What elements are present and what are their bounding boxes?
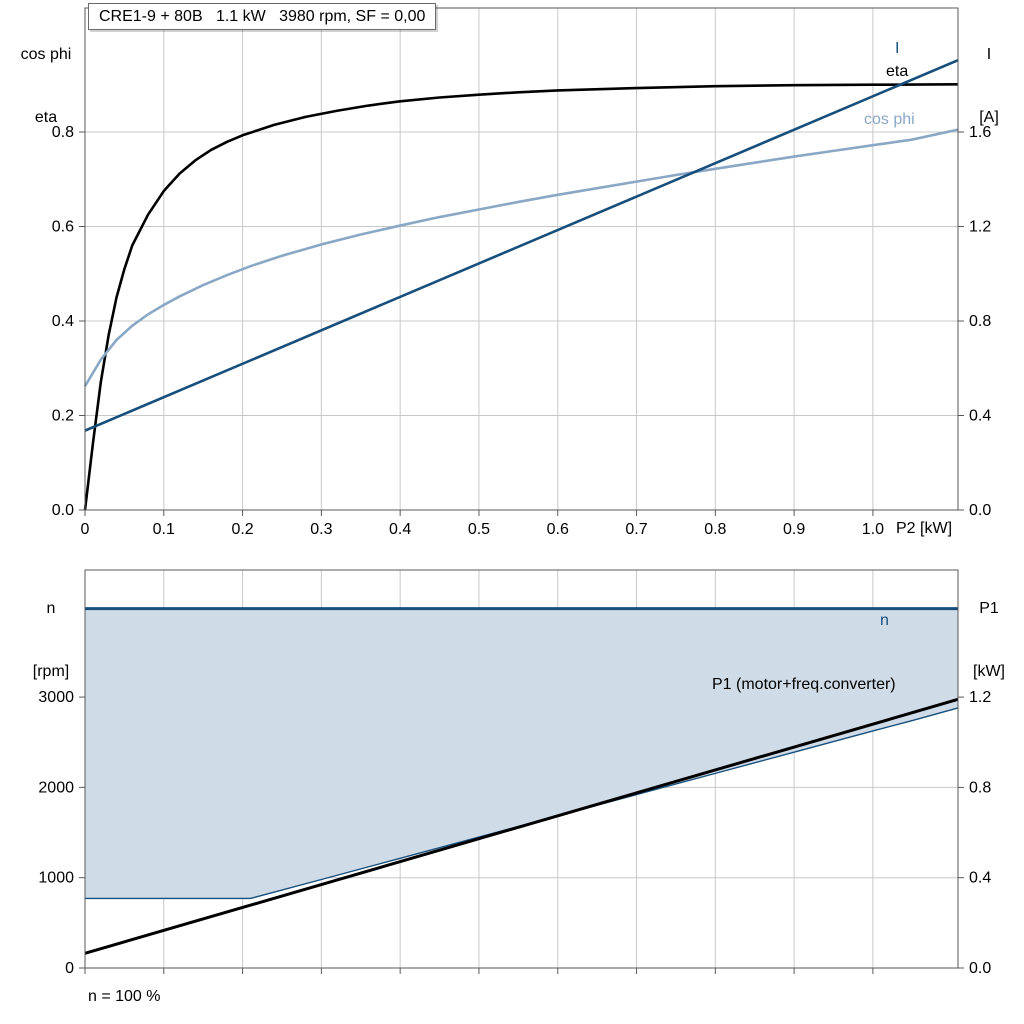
left-axis-title-line1: n — [46, 600, 56, 617]
motor-performance-chart-ticks — [79, 131, 964, 516]
y-right-tick-label: 0.8 — [969, 779, 991, 796]
right-axis-title-top-chart: I [A] — [960, 2, 1018, 170]
curve-label-cos-phi: cos phi — [864, 111, 915, 128]
x-tick-label: 0.9 — [783, 521, 805, 538]
y-right-tick-label: 1.2 — [969, 689, 991, 706]
curve-label-current: I — [895, 40, 900, 57]
y-left-tick-label: 0.6 — [52, 218, 74, 235]
x-tick-label: 0.3 — [310, 521, 332, 538]
x-tick-label: 0.7 — [625, 521, 647, 538]
x-tick-label: 0.5 — [468, 521, 490, 538]
motor-performance-chart: 0 0.1 0.2 0.3 0.4 0.5 0.6 0.7 0.8 0.9 1.0 0.0 0.2 0.4… — [52, 7, 992, 538]
series-cos-phi — [83, 128, 959, 387]
y-left-tick-label: 0.4 — [52, 313, 74, 330]
x-tick-label: 0 — [81, 521, 90, 538]
speed-footnote: n = 100 % — [88, 988, 161, 1005]
series-p1-motor-freq-converter- — [84, 697, 959, 955]
speed-power-chart-border — [84, 569, 959, 969]
y-right-tick-label: 0.0 — [969, 502, 991, 519]
series-eta — [83, 82, 959, 511]
y-left-tick-label: 3000 — [38, 689, 74, 706]
x-tick-label: 0.2 — [231, 521, 253, 538]
y-right-tick-label: 1.6 — [969, 124, 991, 141]
x-tick-label: 0.4 — [389, 521, 411, 538]
left-axis-title-line2: [rpm] — [32, 663, 70, 680]
left-axis-title-bottom-chart: n [rpm] — [14, 556, 88, 724]
speed-power-chart: 0 1000 2000 3000 0.0 0.4 0.8 1.2 — [38, 569, 991, 977]
motor-performance-chart-border — [84, 7, 959, 511]
y-left-tick-label: 2000 — [38, 779, 74, 796]
motor-performance-chart-grid — [85, 8, 958, 510]
x-tick-label: 0.8 — [704, 521, 726, 538]
left-axis-title-line2: eta — [34, 109, 58, 126]
right-axis-title-line2: [A] — [979, 109, 999, 126]
x-tick-label: 1.0 — [862, 521, 884, 538]
motor-performance-chart-tick-labels: 0 0.1 0.2 0.3 0.4 0.5 0.6 0.7 0.8 0.9 1.0 0.0 0.2 0.4… — [52, 124, 992, 538]
speed-range-area — [85, 608, 958, 899]
right-axis-title-bottom-chart: P1 [kW] — [960, 556, 1018, 724]
x-tick-label: 0.6 — [547, 521, 569, 538]
y-right-tick-label: 0.4 — [969, 870, 991, 887]
series-i — [84, 58, 959, 432]
curve-label-p1: P1 (motor+freq.converter) — [712, 676, 896, 693]
curve-label-speed: n — [880, 612, 889, 629]
speed-power-chart-ticks — [79, 696, 964, 974]
y-right-tick-label: 0.4 — [969, 407, 991, 424]
y-right-tick-label: 0.0 — [969, 960, 991, 977]
curve-label-eta: eta — [886, 63, 909, 80]
left-axis-title-line1: cos phi — [20, 46, 72, 63]
right-axis-title-line1: P1 — [979, 600, 999, 617]
chart-title-box: CRE1-9 + 80B 1.1 kW 3980 rpm, SF = 0,00 — [88, 3, 437, 30]
y-left-tick-label: 0 — [65, 960, 74, 977]
y-left-tick-label: 0.0 — [52, 502, 74, 519]
y-left-tick-label: 1000 — [38, 870, 74, 887]
right-axis-title-line2: [kW] — [973, 663, 1005, 680]
y-left-tick-label: 0.8 — [52, 124, 74, 141]
right-axis-title-line1: I — [986, 46, 992, 63]
x-axis-title: P2 [kW] — [896, 520, 953, 537]
x-tick-label: 0.1 — [153, 521, 175, 538]
y-right-tick-label: 1.2 — [969, 218, 991, 235]
y-left-tick-label: 0.2 — [52, 407, 74, 424]
speed-power-chart-tick-labels: 0 1000 2000 3000 0.0 0.4 0.8 1.2 — [38, 689, 991, 977]
left-axis-title-top-chart: cos phi eta — [6, 2, 86, 170]
y-right-tick-label: 0.8 — [969, 313, 991, 330]
